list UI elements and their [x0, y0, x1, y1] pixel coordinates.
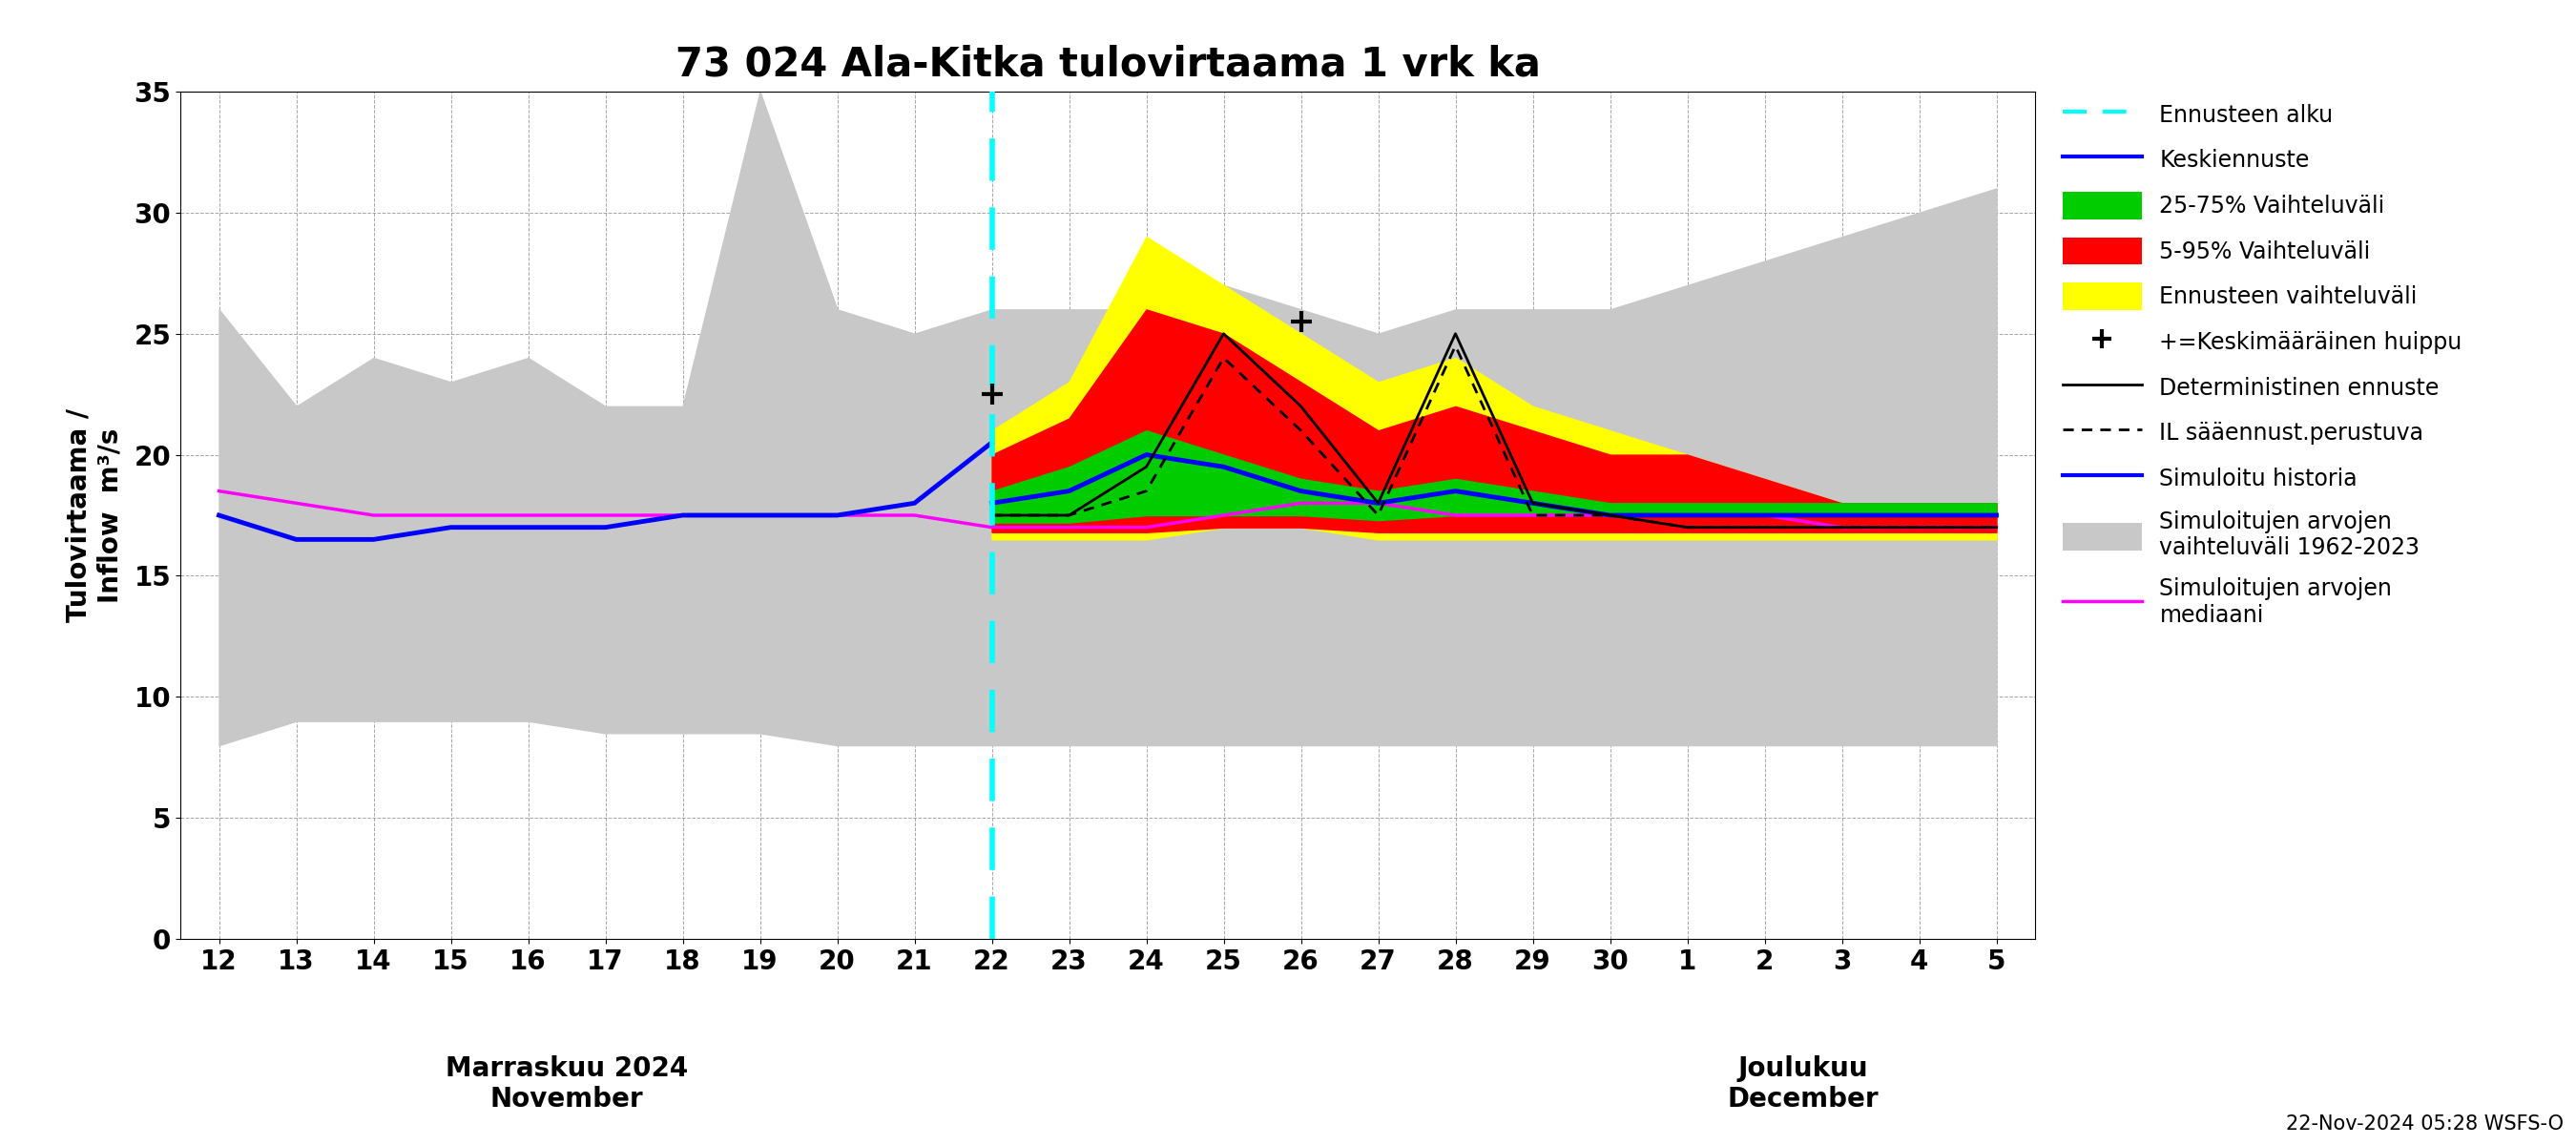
Text: Joulukuu
December: Joulukuu December	[1728, 1055, 1878, 1113]
Title: 73 024 Ala-Kitka tulovirtaama 1 vrk ka: 73 024 Ala-Kitka tulovirtaama 1 vrk ka	[675, 45, 1540, 85]
Y-axis label: Tulovirtaama /
Inflow  m³/s: Tulovirtaama / Inflow m³/s	[67, 409, 124, 622]
Text: Marraskuu 2024
November: Marraskuu 2024 November	[446, 1055, 688, 1113]
Text: 22-Nov-2024 05:28 WSFS-O: 22-Nov-2024 05:28 WSFS-O	[2285, 1114, 2563, 1134]
Legend: Ennusteen alku, Keskiennuste, 25-75% Vaihteluväli, 5-95% Vaihteluväli, Ennusteen: Ennusteen alku, Keskiennuste, 25-75% Vai…	[2053, 92, 2470, 637]
